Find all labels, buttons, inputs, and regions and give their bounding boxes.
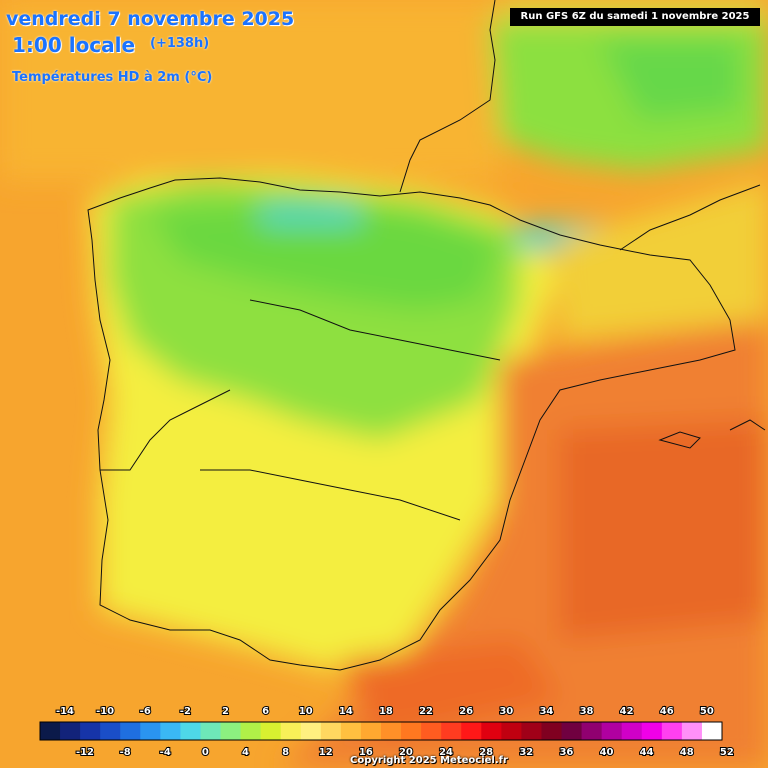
parameter-label: Températures HD à 2m (°C) xyxy=(12,70,213,85)
legend-tick-label: 16 xyxy=(359,747,373,758)
legend-swatch xyxy=(220,722,242,740)
legend-tick-label: 8 xyxy=(282,747,289,758)
legend-tick-label: 44 xyxy=(640,747,654,758)
legend-tick-label: 46 xyxy=(660,706,674,717)
legend-swatch xyxy=(60,722,81,740)
legend-tick-label: 20 xyxy=(399,747,413,758)
legend-swatch xyxy=(701,722,723,740)
legend-tick-label: 52 xyxy=(720,747,734,758)
legend-swatch xyxy=(441,722,462,740)
legend-swatch xyxy=(381,722,402,740)
run-info: Run GFS 6Z du samedi 1 novembre 2025 xyxy=(510,8,760,26)
legend-tick-label: 12 xyxy=(319,747,333,758)
legend-swatch xyxy=(320,722,342,740)
legend-swatch xyxy=(421,722,442,740)
legend-tick-label: 48 xyxy=(680,747,694,758)
legend-tick-label: 50 xyxy=(700,706,714,717)
legend-tick-label: 24 xyxy=(439,747,453,758)
legend-swatch xyxy=(180,722,201,740)
legend-swatch xyxy=(561,722,583,740)
legend-swatch xyxy=(360,722,382,740)
legend-swatch xyxy=(581,722,603,740)
forecast-time: 1:00 locale xyxy=(12,33,136,57)
legend-tick-label: 40 xyxy=(600,747,614,758)
legend-tick-label: 32 xyxy=(519,747,533,758)
legend-swatch xyxy=(521,722,542,740)
legend-tick-label: -8 xyxy=(120,747,131,758)
legend-tick-label: 4 xyxy=(242,747,249,758)
legend-swatch xyxy=(140,722,161,740)
legend-swatch xyxy=(681,722,703,740)
legend-swatch xyxy=(401,722,422,740)
legend-tick-label: 6 xyxy=(262,706,269,717)
legend-tick-label: 36 xyxy=(559,747,573,758)
legend-swatch xyxy=(120,722,141,740)
legend-tick-label: 10 xyxy=(299,706,313,717)
legend-swatch xyxy=(501,722,522,740)
legend-tick-label: -2 xyxy=(180,706,191,717)
legend-tick-label: -4 xyxy=(160,747,171,758)
legend-swatch xyxy=(40,722,61,740)
legend-tick-label: 28 xyxy=(479,747,493,758)
legend-swatch xyxy=(541,722,563,740)
forecast-offset: (+138h) xyxy=(150,36,210,51)
legend-swatch xyxy=(100,722,121,740)
legend-swatch xyxy=(300,722,322,740)
legend-swatch xyxy=(641,722,663,740)
legend-tick-label: 38 xyxy=(580,706,594,717)
color-legend: -14 -10 -6 -2 2 6 10 14 18 22 26 30 34 38 42 46 50-12 -8-… xyxy=(39,705,735,759)
legend-tick-label: 0 xyxy=(202,747,209,758)
legend-tick-label: -10 xyxy=(96,706,114,717)
legend-swatch xyxy=(260,722,282,740)
legend-swatch xyxy=(240,722,262,740)
forecast-date: vendredi 7 novembre 2025 xyxy=(6,8,295,30)
legend-border xyxy=(39,721,723,741)
legend-tick-label: 26 xyxy=(459,706,473,717)
legend-swatch xyxy=(601,722,623,740)
legend-tick-label: 42 xyxy=(620,706,634,717)
legend-tick-label: 30 xyxy=(499,706,513,717)
legend-swatch xyxy=(80,722,101,740)
legend-swatch xyxy=(200,722,222,740)
legend-swatch xyxy=(160,722,181,740)
legend-tick-label: -14 xyxy=(56,706,74,717)
legend-tick-label: -12 xyxy=(76,747,94,758)
legend-tick-label: 14 xyxy=(339,706,353,717)
legend-swatch xyxy=(280,722,302,740)
legend-swatch xyxy=(661,722,683,740)
legend-swatch xyxy=(621,722,643,740)
coastlines-borders xyxy=(87,0,766,671)
legend-tick-label: 18 xyxy=(379,706,393,717)
legend-swatch xyxy=(481,722,502,740)
legend-swatch xyxy=(340,722,362,740)
legend-tick-label: 34 xyxy=(539,706,553,717)
copyright: Copyright 2025 Meteociel.fr xyxy=(350,755,508,766)
legend-swatch xyxy=(461,722,482,740)
legend-tick-label: 2 xyxy=(222,706,229,717)
legend-tick-label: 22 xyxy=(419,706,433,717)
legend-tick-label: -6 xyxy=(140,706,151,717)
